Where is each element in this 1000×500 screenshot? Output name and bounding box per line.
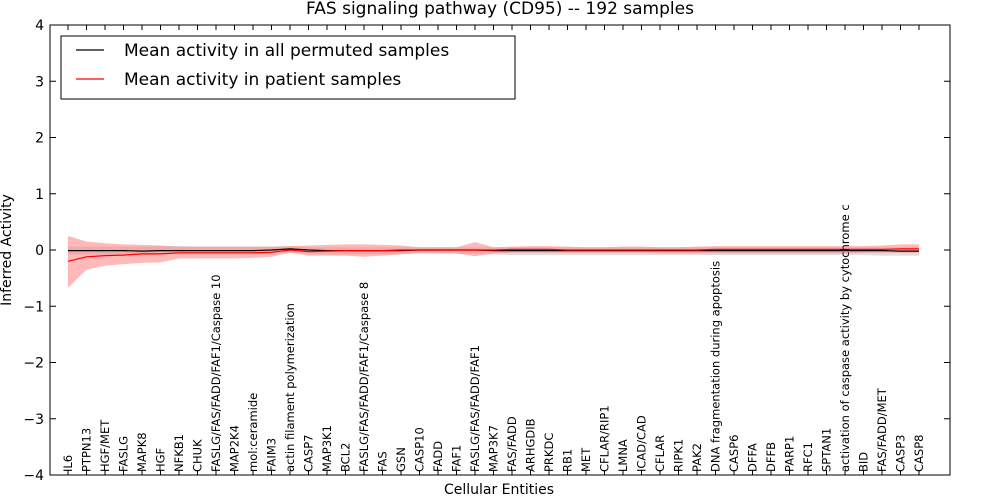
legend-label-1: Mean activity in patient samples <box>124 70 401 90</box>
x-tick-label: RFC1 <box>801 442 815 472</box>
x-tick-label: BID <box>857 452 871 472</box>
x-tick-label: DFFA <box>746 443 760 472</box>
x-tick-label: NFKB1 <box>172 434 186 472</box>
y-tick-label: −3 <box>23 412 44 428</box>
x-tick-label: PTPN13 <box>80 428 94 472</box>
confidence-bands <box>68 235 919 288</box>
x-tick-label: FASLG/FAS/FADD/FAF1/Caspase 10 <box>209 274 223 472</box>
x-tick-label: PAK2 <box>690 443 704 472</box>
y-tick-label: 0 <box>35 243 44 259</box>
x-tick-label: MET <box>579 447 593 472</box>
x-tick-label: RIPK1 <box>672 439 686 472</box>
x-tick-label: FASLG/FAS/FADD/FAF1 <box>468 345 482 472</box>
legend-box <box>60 35 516 100</box>
x-tick-label: HGF/MET <box>98 419 112 472</box>
series-lines <box>67 248 919 262</box>
x-tick-label: FAS/FADD <box>505 416 519 472</box>
x-tick-label: CASP6 <box>727 435 741 472</box>
x-tick-label: ARHGDIB <box>524 418 538 472</box>
y-tick-label: 3 <box>35 74 44 90</box>
x-tick-label: activation of caspase activity by cytoch… <box>838 204 852 472</box>
x-tick-label: IL6 <box>61 455 75 472</box>
x-tick-label: GSN <box>394 447 408 472</box>
x-tick-label: FASLG/FAS/FADD/FAF1/Caspase 8 <box>357 282 371 472</box>
band-series-1 <box>68 235 919 288</box>
x-tick-label: FAIM3 <box>265 438 279 472</box>
y-tick-label: −1 <box>23 299 44 315</box>
x-tick-label: HGF <box>154 448 168 472</box>
x-tick-label: MAP3K7 <box>487 425 501 472</box>
x-tick-label: BCL2 <box>339 443 353 472</box>
x-tick-label: MAP3K1 <box>320 425 334 472</box>
x-tick-label: FAF1 <box>450 445 464 472</box>
x-axis-label: Cellular Entities <box>444 482 554 498</box>
x-tick-label: PRKDC <box>542 433 556 472</box>
x-tick-label: FASLG <box>117 436 131 472</box>
y-tick-label: −2 <box>23 356 44 372</box>
x-tick-label: LMNA <box>616 439 630 472</box>
x-tick-label: FAS/FADD/MET <box>875 387 889 472</box>
y-axis: 4 3 2 1 0 −1 −2 −3 −4 <box>23 18 950 484</box>
x-axis: IL6 PTPN13 HGF/MET FASLG MAPK8 HGF NFKB1 CHUK FA… <box>61 25 926 475</box>
y-tick-label: 1 <box>35 187 44 203</box>
legend: Mean activity in all permuted samples Mea… <box>60 35 516 100</box>
line-series-1 <box>67 248 919 262</box>
x-tick-label: DNA fragmentation during apoptosis <box>709 261 723 472</box>
x-tick-label: MAP2K4 <box>228 425 242 472</box>
x-tick-label: CASP3 <box>894 435 908 472</box>
x-tick-label: FAS <box>376 451 390 472</box>
y-tick-label: 2 <box>35 131 44 147</box>
x-tick-label: CFLAR <box>653 435 667 472</box>
x-tick-label: mol:ceramide <box>246 393 260 472</box>
x-tick-label: RB1 <box>561 449 575 472</box>
y-tick-label: 4 <box>35 18 44 34</box>
x-tick-label: FADD <box>431 441 445 472</box>
x-tick-label: CHUK <box>191 439 205 472</box>
x-tick-label: CASP10 <box>413 427 427 472</box>
x-tick-label: DFFB <box>764 442 778 472</box>
x-tick-label: actin filament polymerization <box>283 303 297 472</box>
x-tick-label: ICAD/CAD <box>635 415 649 472</box>
y-tick-label: −4 <box>23 468 44 484</box>
y-axis-label: Inferred Activity <box>0 194 15 306</box>
x-tick-label: CASP8 <box>912 435 926 472</box>
x-tick-label: MAPK8 <box>135 432 149 472</box>
x-tick-label: CASP7 <box>302 435 316 472</box>
chart-title: FAS signaling pathway (CD95) -- 192 samp… <box>306 0 694 19</box>
x-tick-label: CFLAR/RIP1 <box>598 405 612 472</box>
x-tick-label: PARP1 <box>783 436 797 472</box>
legend-label-0: Mean activity in all permuted samples <box>124 41 449 61</box>
x-tick-label: SPTAN1 <box>820 428 834 472</box>
